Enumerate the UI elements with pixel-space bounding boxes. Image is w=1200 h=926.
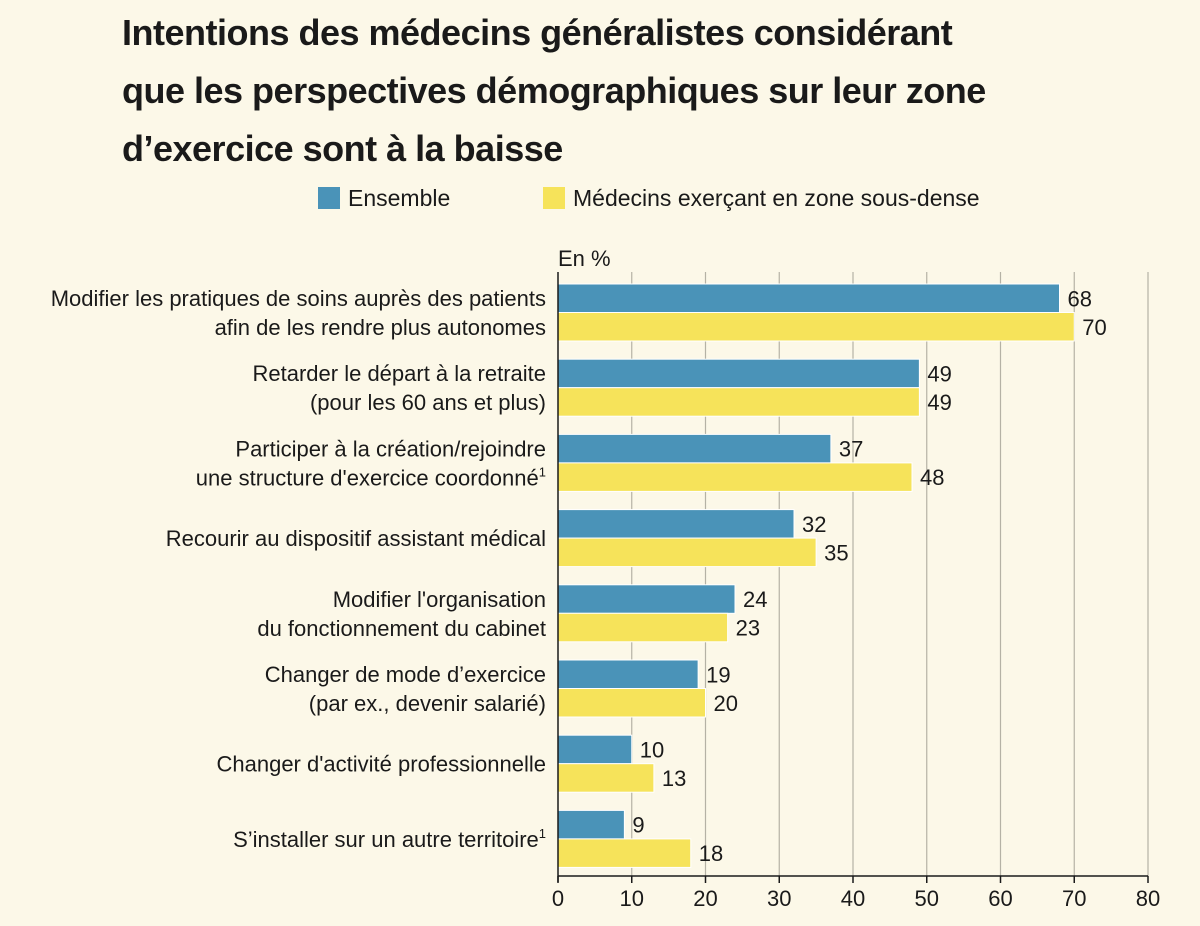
bar-zone-sous-dense-3 — [557, 537, 817, 568]
chart-title: Intentions des médecins généralistes con… — [122, 4, 1122, 178]
chart-title-line-2: que les perspectives démographiques sur … — [122, 70, 986, 111]
category-label-line: (par ex., devenir salarié) — [309, 691, 546, 716]
value-label-zone-sous-dense-5: 20 — [714, 691, 738, 716]
category-label-line: Changer de mode d’exercice — [265, 662, 546, 687]
x-tick-label-60: 60 — [988, 886, 1012, 911]
footnote-marker: 1 — [539, 464, 546, 479]
legend-item-ensemble: Ensemble — [318, 185, 450, 212]
category-label-3: Recourir au dispositif assistant médical — [166, 526, 546, 551]
legend-label-zone-sous-dense: Médecins exerçant en zone sous-dense — [573, 184, 980, 211]
category-label-line: afin de les rendre plus autonomes — [215, 315, 546, 340]
value-label-zone-sous-dense-6: 13 — [662, 766, 686, 791]
x-tick-label-0: 0 — [552, 886, 564, 911]
category-label-line: (pour les 60 ans et plus) — [310, 390, 546, 415]
bar-zone-sous-dense-6 — [557, 763, 655, 793]
bar-zone-sous-dense-7 — [557, 838, 692, 868]
category-label-line: Participer à la création/rejoindre — [235, 436, 546, 461]
category-label-line: S’installer sur un autre territoire — [233, 827, 539, 852]
category-label-line: une structure d'exercice coordonné — [196, 465, 539, 490]
category-label-line: Changer d'activité professionnelle — [216, 752, 546, 777]
category-label-5: Changer de mode d’exercice (par ex., deve… — [265, 662, 546, 716]
chart-title-line-1: Intentions des médecins généralistes con… — [122, 12, 953, 53]
category-label-line: Modifier l'organisation — [333, 587, 546, 612]
bar-ensemble-0 — [557, 283, 1060, 313]
x-tick-label-40: 40 — [841, 886, 865, 911]
bar-ensemble-3 — [557, 509, 795, 539]
value-label-ensemble-5: 19 — [706, 662, 730, 687]
category-label-1: Retarder le départ à la retraite (pour le… — [253, 361, 547, 415]
category-label-line: Modifier les pratiques de soins auprès d… — [51, 286, 546, 311]
category-label-4: Modifier l'organisation du fonctionnement… — [257, 587, 546, 641]
value-label-zone-sous-dense-4: 23 — [736, 616, 760, 641]
bar-ensemble-7 — [557, 809, 625, 840]
value-label-zone-sous-dense-2: 48 — [920, 465, 944, 490]
bar-ensemble-1 — [557, 358, 920, 389]
x-tick-label-10: 10 — [620, 886, 644, 911]
value-label-ensemble-1: 49 — [927, 361, 951, 386]
value-label-ensemble-6: 10 — [640, 737, 664, 762]
value-label-ensemble-2: 37 — [839, 437, 863, 462]
bar-zone-sous-dense-0 — [557, 312, 1075, 342]
x-tick-label-80: 80 — [1136, 886, 1160, 911]
category-label-line: Recourir au dispositif assistant médical — [166, 526, 546, 551]
value-label-zone-sous-dense-1: 49 — [927, 390, 951, 415]
category-label-0: Modifier les pratiques de soins auprès d… — [51, 286, 546, 340]
chart-title-line-3: d’exercice sont à la baisse — [122, 128, 563, 169]
value-label-zone-sous-dense-7: 18 — [699, 841, 723, 866]
bar-zone-sous-dense-4 — [557, 612, 729, 643]
bar-ensemble-2 — [557, 433, 832, 464]
value-label-ensemble-4: 24 — [743, 587, 767, 612]
bar-zone-sous-dense-2 — [557, 462, 913, 492]
category-label-6: Changer d'activité professionnelle — [216, 752, 546, 777]
bar-zone-sous-dense-5 — [557, 688, 706, 718]
bar-ensemble-4 — [557, 584, 736, 614]
value-label-zone-sous-dense-0: 70 — [1082, 315, 1106, 340]
x-tick-label-50: 50 — [915, 886, 939, 911]
value-label-zone-sous-dense-3: 35 — [824, 540, 848, 565]
legend-item-zone-sous-dense: Médecins exerçant en zone sous-dense — [543, 185, 980, 212]
bar-ensemble-5 — [557, 659, 699, 689]
x-tick-label-20: 20 — [693, 886, 717, 911]
unit-label: En % — [558, 246, 611, 271]
category-label-line: Retarder le départ à la retraite — [253, 361, 547, 386]
bar-zone-sous-dense-1 — [557, 387, 920, 417]
legend-label-ensemble: Ensemble — [348, 184, 451, 211]
x-tick-label-30: 30 — [767, 886, 791, 911]
value-label-ensemble-7: 9 — [632, 813, 644, 838]
value-label-ensemble-0: 68 — [1068, 286, 1092, 311]
footnote-marker: 1 — [539, 826, 546, 841]
bar-ensemble-6 — [557, 734, 633, 765]
category-label-7: S’installer sur un autre territoire1 — [233, 826, 546, 852]
category-label-line: du fonctionnement du cabinet — [257, 616, 546, 641]
category-label-2: Participer à la création/rejoindre une st… — [196, 436, 546, 490]
legend-swatch-zone-sous-dense — [543, 187, 565, 209]
x-tick-label-70: 70 — [1062, 886, 1086, 911]
legend-swatch-ensemble — [318, 187, 340, 209]
value-label-ensemble-3: 32 — [802, 512, 826, 537]
